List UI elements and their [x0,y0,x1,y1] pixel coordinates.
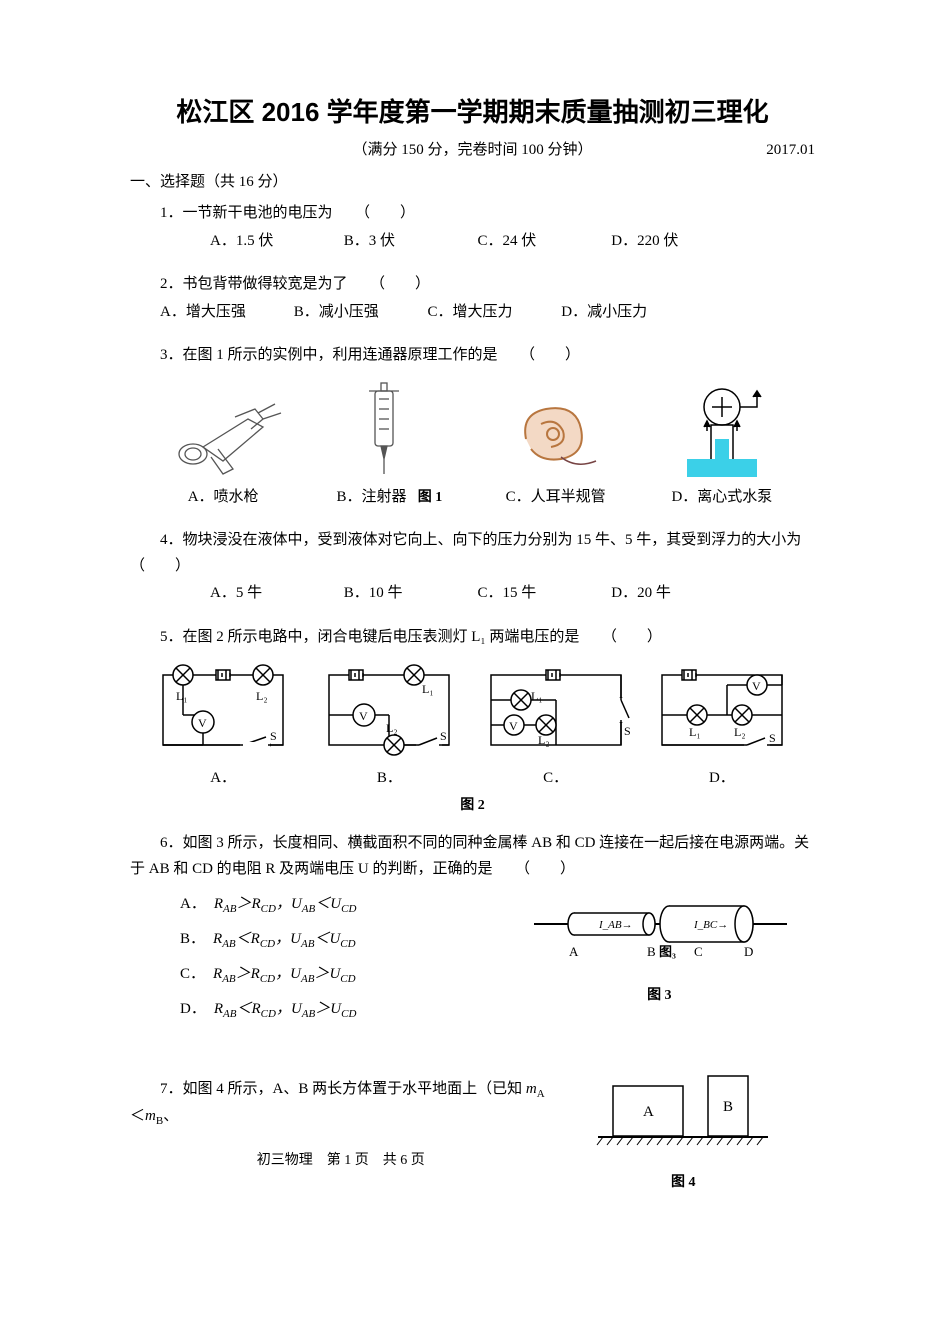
svg-text:V: V [752,679,761,693]
q6-node-c: C [694,944,703,959]
q3-fig-d: D．离心式水泵 [639,379,805,511]
q6-node-d: D [744,944,753,959]
pump-icon [677,379,767,479]
rods-icon: I_AB→ I_BC→ A B 图₃ C D [529,884,789,974]
q3-opt-a-label: A．喷水枪 [140,485,306,511]
svg-text:V: V [198,716,207,730]
blocks-icon: A B [593,1071,773,1161]
q5-fig-b: L₁ V L₂ S B． [306,660,472,792]
svg-text:L₂: L₂ [386,721,398,735]
q5-opt-b-label: B． [306,766,472,792]
date: 2017.01 [766,138,815,164]
q3-stem: 3．在图 1 所示的实例中，利用连通器原理工作的是 （ ） [160,343,815,369]
q6-opt-c: C．RAB＞RCD，UAB＞UCD [180,962,504,989]
q5-opt-d-label: D． [639,766,805,792]
q5-stem: 5．在图 2 所示电路中，闭合电键后电压表测灯 L₁ 两端电压的是 （ ） [160,625,815,651]
page-title: 松江区 2016 学年度第一学期期末质量抽测初三理化 [130,90,815,134]
q2-opt-b: B．减小压强 [294,300,424,326]
section-1-heading: 一、选择题（共 16 分） [130,170,815,196]
q6-opt-a: A．RAB＞RCD，UAB＜UCD [180,892,504,919]
q7-row: 7．如图 4 所示，A、B 两长方体置于水平地面上（已知 mA＜mB、 初三物理… [130,1071,815,1194]
q3-opt-b-label: B．注射器 [336,489,406,505]
page-footer: 初三物理 第 1 页 共 6 页 [130,1149,552,1173]
svg-text:A: A [643,1104,654,1120]
q2-stem: 2．书包背带做得较宽是为了 （ ） [160,272,815,298]
svg-text:L₁: L₁ [176,689,188,703]
q2-opt-d: D．减小压力 [561,300,691,326]
q5-opt-a-label: A． [140,766,306,792]
q6-node-b: B [647,944,656,959]
q4-opt-b: B．10 牛 [344,581,474,607]
circuit-b-icon: L₁ V L₂ S [314,660,464,760]
q3-figure-row: A．喷水枪 B．注射器 图 1 [140,379,805,511]
q5-fig-label: 图 2 [130,794,815,818]
circuit-d-icon: V L₁ L₂ S [647,660,797,760]
svg-text:L₂: L₂ [256,689,268,703]
circuit-c-icon: L₁ V L₂ S [476,660,636,760]
q5-figure-row: L₁ L₂ V S A． [140,660,805,792]
q5-fig-c: L₁ V L₂ S C． [473,660,639,792]
q5-opt-c-label: C． [473,766,639,792]
q7-fig-label: 图 4 [552,1171,815,1195]
q6-opt-d: D．RAB＜RCD，UAB＞UCD [180,997,504,1024]
q1-opt-a: A．1.5 伏 [210,229,340,255]
q6-fig-label: 图 3 [504,984,815,1008]
q6-fig-small: 图₃ [659,944,676,959]
q6-figure: I_AB→ I_BC→ A B 图₃ C D 图 3 [504,884,815,1007]
q3-opt-c-label: C．人耳半规管 [473,485,639,511]
q3-fig-a: A．喷水枪 [140,389,306,511]
svg-text:V: V [509,719,518,733]
q5-fig-a: L₁ L₂ V S A． [140,660,306,792]
q7-figure: A B 图 4 [552,1071,815,1194]
q2-options: A．增大压强 B．减小压强 C．增大压力 D．减小压力 [160,300,815,326]
q1-opt-b: B．3 伏 [344,229,474,255]
subtitle-row: （满分 150 分，完卷时间 100 分钟） 2017.01 [130,138,815,164]
ear-canal-icon [501,389,611,479]
svg-text:L₁: L₁ [422,682,434,696]
q4-opt-d: D．20 牛 [611,581,741,607]
water-gun-icon [163,389,283,479]
svg-text:L₁: L₁ [689,725,701,739]
q7-stem: 7．如图 4 所示，A、B 两长方体置于水平地面上（已知 mA＜mB、 [130,1077,552,1130]
q6-opt-b: B．RAB＜RCD，UAB＜UCD [180,927,504,954]
q4-stem: 4．物块浸没在液体中，受到液体对它向上、向下的压力分别为 15 牛、5 牛，其受… [130,528,815,579]
q1-options: A．1.5 伏 B．3 伏 C．24 伏 D．220 伏 [210,229,815,255]
svg-text:I_BC→: I_BC→ [693,919,728,931]
q3-fig-c: C．人耳半规管 [473,389,639,511]
q6-node-a: A [569,944,579,959]
q3-opt-d-label: D．离心式水泵 [639,485,805,511]
circuit-a-icon: L₁ L₂ V S [148,660,298,760]
q6-options: A．RAB＞RCD，UAB＜UCD B．RAB＜RCD，UAB＜UCD C．RA… [130,884,504,1031]
svg-text:L₂: L₂ [734,725,746,739]
q6-row: A．RAB＞RCD，UAB＜UCD B．RAB＜RCD，UAB＜UCD C．RA… [130,884,815,1031]
q1-opt-c: C．24 伏 [478,229,608,255]
q5-fig-d: V L₁ L₂ S D． [639,660,805,792]
svg-text:B: B [723,1099,733,1115]
q6-stem: 6．如图 3 所示，长度相同、横截面积不同的同种金属棒 AB 和 CD 连接在一… [130,831,815,882]
q4-options: A．5 牛 B．10 牛 C．15 牛 D．20 牛 [210,581,815,607]
subtitle: （满分 150 分，完卷时间 100 分钟） [352,138,592,164]
q2-opt-a: A．增大压强 [160,300,290,326]
svg-text:S: S [769,731,776,745]
q3-fig-b: B．注射器 图 1 [306,379,472,511]
q1-opt-d: D．220 伏 [611,229,741,255]
svg-text:I_AB→: I_AB→ [598,919,633,931]
q4-opt-c: C．15 牛 [478,581,608,607]
svg-text:S: S [270,729,277,743]
syringe-icon [339,379,439,479]
q2-opt-c: C．增大压力 [428,300,558,326]
q3-fig-label: 图 1 [418,490,443,505]
q4-opt-a: A．5 牛 [210,581,340,607]
svg-text:V: V [359,709,368,723]
svg-text:L₂: L₂ [538,733,550,747]
svg-text:S: S [440,729,447,743]
svg-text:S: S [624,724,631,738]
q1-stem: 1．一节新干电池的电压为 （ ） [160,201,815,227]
svg-text:L₁: L₁ [531,689,543,703]
